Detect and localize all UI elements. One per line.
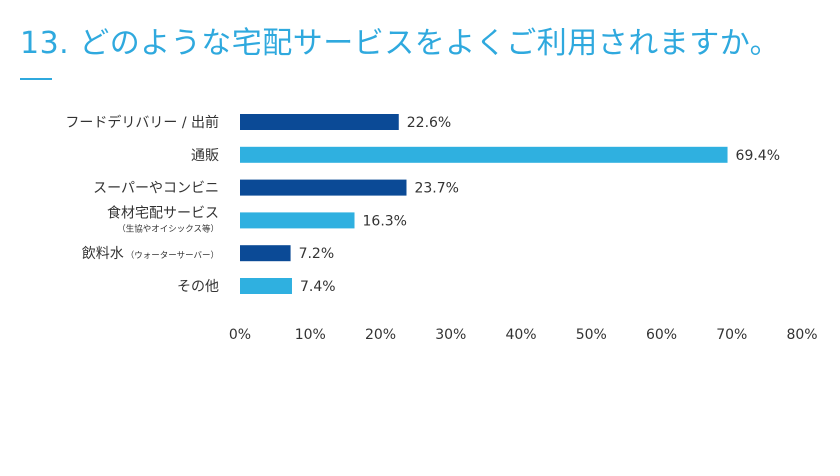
bar [240, 278, 292, 294]
x-tick-label: 50% [576, 327, 607, 343]
x-tick-label: 10% [295, 327, 326, 343]
x-tick-label: 20% [365, 327, 396, 343]
value-label: 16.3% [363, 213, 407, 229]
bars [240, 114, 728, 294]
bar [240, 212, 355, 229]
x-tick-label: 30% [435, 327, 466, 343]
value-labels: 22.6% 69.4% 23.7% 16.3% 7.2% 7.4% [299, 115, 780, 295]
category-label: スーパーやコンビニ [93, 181, 219, 197]
category-label: 通販 [191, 148, 219, 164]
value-label: 69.4% [736, 148, 780, 164]
x-axis-ticks: 0% 10% 20% 30% 40% 50% 60% 70% 80% [229, 327, 818, 343]
value-label: 7.4% [300, 279, 336, 295]
x-tick-label: 0% [229, 327, 251, 343]
bar [240, 114, 399, 130]
value-label: 7.2% [299, 246, 335, 262]
bar [240, 146, 728, 163]
bar [240, 245, 291, 262]
x-tick-label: 80% [786, 327, 817, 343]
value-label: 22.6% [407, 115, 451, 131]
category-label: その他 [177, 279, 219, 295]
x-tick-label: 40% [505, 327, 536, 343]
value-label: 23.7% [414, 181, 458, 197]
x-tick-label: 60% [646, 327, 677, 343]
category-label: 飲料水 （ウォーターサーバー） [82, 246, 219, 262]
bar [240, 179, 407, 196]
x-tick-label: 70% [716, 327, 747, 343]
category-label: 食材宅配サービス [107, 204, 219, 221]
category-label: フードデリバリー / 出前 [65, 114, 219, 131]
title-underline [20, 78, 52, 80]
category-sublabel: （ウォーターサーバー） [126, 250, 219, 261]
page-title: 13. どのような宅配サービスをよくご利用されますか。 [20, 26, 781, 61]
category-sublabel: （生協やオイシックス等） [117, 223, 219, 234]
